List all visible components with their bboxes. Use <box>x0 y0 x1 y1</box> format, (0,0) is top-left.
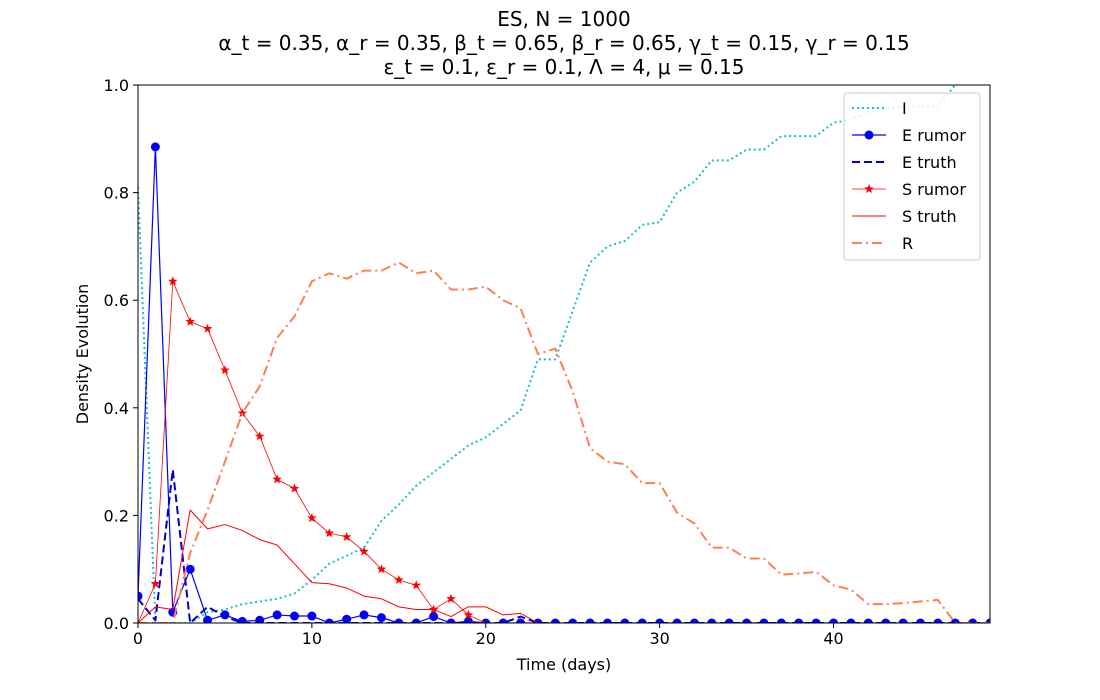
point-e-rumor <box>863 618 873 623</box>
legend-label-s-rumor: S rumor <box>902 180 966 199</box>
point-s-rumor <box>150 578 161 588</box>
point-e-rumor <box>150 142 160 152</box>
x-tick-label: 10 <box>302 629 322 648</box>
point-e-rumor <box>585 618 595 623</box>
point-s-rumor <box>341 531 352 541</box>
point-e-rumor <box>359 610 369 620</box>
x-tick-label: 40 <box>823 629 843 648</box>
point-e-rumor <box>568 618 578 623</box>
point-e-rumor <box>655 618 665 623</box>
point-e-rumor <box>794 618 804 623</box>
point-s-rumor <box>289 483 300 493</box>
point-s-rumor <box>272 474 282 484</box>
point-s-rumor <box>376 564 387 574</box>
series-line-s-rumor <box>138 280 990 623</box>
point-e-rumor <box>724 618 734 623</box>
point-e-rumor <box>498 618 508 623</box>
x-tick-label: 0 <box>133 629 143 648</box>
point-s-rumor <box>411 580 421 590</box>
point-e-rumor <box>138 591 143 601</box>
legend-marker-e-rumor <box>864 130 874 140</box>
point-e-rumor <box>620 618 630 623</box>
point-e-rumor <box>881 618 891 623</box>
point-s-rumor <box>324 528 335 538</box>
point-s-rumor <box>202 323 213 333</box>
series-line-s-truth <box>138 509 990 623</box>
point-e-rumor <box>950 618 960 623</box>
point-s-rumor <box>307 513 317 523</box>
point-s-rumor <box>359 546 369 556</box>
point-e-rumor <box>829 618 839 623</box>
point-e-rumor <box>446 618 456 623</box>
point-e-rumor <box>846 618 856 623</box>
y-tick-label: 0.0 <box>104 614 129 633</box>
legend-label-e-rumor: E rumor <box>902 126 966 145</box>
x-tick-label: 30 <box>649 629 669 648</box>
x-tick-label: 20 <box>476 629 496 648</box>
point-e-rumor <box>376 613 386 623</box>
point-e-rumor <box>237 616 247 623</box>
point-e-rumor <box>342 614 352 623</box>
y-axis-label: Density Evolution <box>73 284 92 425</box>
y-tick-label: 1.0 <box>104 76 129 95</box>
legend-marker-s-rumor <box>864 184 874 194</box>
chart-title-line-1: ES, N = 1000 <box>497 7 630 31</box>
point-e-rumor <box>307 611 317 621</box>
point-e-rumor <box>289 611 299 621</box>
point-e-rumor <box>776 618 786 623</box>
point-s-rumor <box>254 431 265 441</box>
plot-frame <box>137 84 991 624</box>
legend-label-s-truth: S truth <box>902 207 957 226</box>
point-e-rumor <box>898 618 908 623</box>
point-e-rumor <box>672 618 682 623</box>
point-e-rumor <box>185 564 195 574</box>
legend-label-i: I <box>902 99 907 118</box>
x-axis-label: Time (days) <box>516 655 612 674</box>
point-e-rumor <box>968 618 978 623</box>
series-line-i <box>138 85 957 623</box>
point-e-rumor <box>933 618 943 623</box>
point-e-rumor <box>411 618 421 623</box>
chart-title-line-2: α_t = 0.35, α_r = 0.35, β_t = 0.65, β_r … <box>218 31 909 55</box>
point-s-rumor <box>220 365 230 375</box>
point-e-rumor <box>394 618 404 623</box>
point-e-rumor <box>759 618 769 623</box>
chart-title-line-3: ε_t = 0.1, ε_r = 0.1, Λ = 4, μ = 0.15 <box>384 55 745 79</box>
point-e-rumor <box>985 618 990 623</box>
y-tick-label: 0.8 <box>104 184 129 203</box>
point-e-rumor <box>915 618 925 623</box>
y-tick-label: 0.2 <box>104 506 129 525</box>
series-layer <box>138 85 990 623</box>
point-e-rumor <box>707 618 717 623</box>
legend-label-e-truth: E truth <box>902 153 957 172</box>
legend-label-r: R <box>902 234 913 253</box>
point-s-rumor <box>446 593 456 603</box>
point-e-rumor <box>550 618 560 623</box>
point-e-rumor <box>689 618 699 623</box>
point-e-rumor <box>255 615 265 623</box>
point-s-rumor <box>185 316 195 326</box>
point-e-rumor <box>742 618 752 623</box>
x-axis: 0 10 20 30 40 <box>133 623 844 648</box>
series-line-r <box>138 261 990 623</box>
point-e-rumor <box>602 618 612 623</box>
legend: I E rumor E truth S rumor S truth R <box>843 92 981 261</box>
point-s-rumor <box>394 574 404 585</box>
y-tick-label: 0.6 <box>104 291 129 310</box>
point-e-rumor <box>637 618 647 623</box>
point-s-rumor <box>463 609 474 619</box>
y-axis: 0.0 0.2 0.4 0.6 0.8 1.0 <box>104 76 138 633</box>
point-e-rumor <box>272 610 282 620</box>
point-e-rumor <box>324 618 334 623</box>
point-e-rumor <box>811 618 821 623</box>
point-s-rumor <box>168 276 178 286</box>
point-e-rumor <box>203 615 213 623</box>
point-e-rumor <box>516 618 526 623</box>
y-tick-label: 0.4 <box>104 399 129 418</box>
point-e-rumor <box>429 612 439 622</box>
point-s-rumor <box>237 408 248 418</box>
